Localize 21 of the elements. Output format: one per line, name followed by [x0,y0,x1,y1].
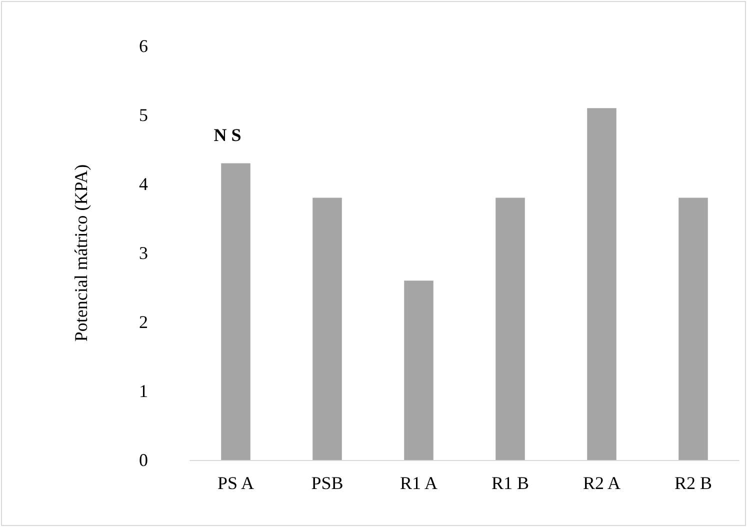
y-tick-label: 3 [139,243,148,263]
bar [312,198,342,460]
y-axis-title: Potencial mátrico (KPA) [71,164,91,342]
y-tick-label: 0 [139,450,148,470]
x-tick-label: R2 B [674,473,712,493]
y-tick-label: 4 [139,174,148,194]
y-tick-label: 2 [139,312,148,332]
bar [496,198,525,460]
x-tick-label: PS A [217,473,254,493]
annotation: N S [214,125,242,145]
y-tick-label: 1 [139,381,148,401]
x-tick-label: R1 B [491,473,530,493]
x-tick-label: R1 A [400,473,438,493]
bar [221,163,250,460]
y-tick-label: 5 [139,105,148,125]
bar [678,198,708,460]
bar [404,280,434,460]
x-tick-label: PSB [311,473,344,493]
bar [587,108,616,460]
y-tick-label: 6 [139,36,148,56]
x-tick-label: R2 A [582,473,621,493]
